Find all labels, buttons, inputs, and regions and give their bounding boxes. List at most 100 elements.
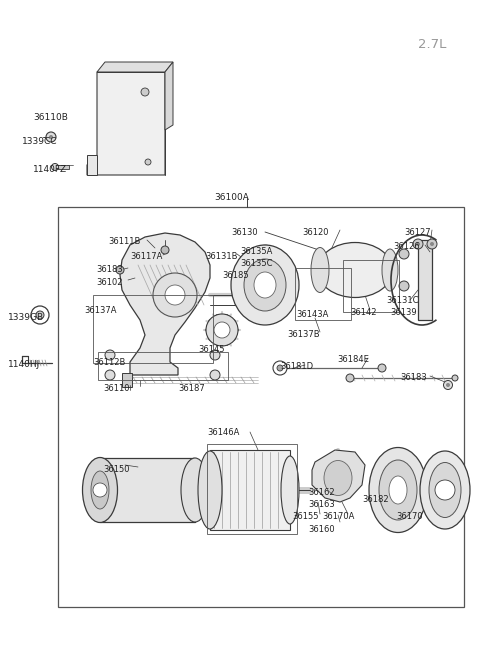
Circle shape bbox=[277, 365, 283, 371]
Bar bbox=[295, 268, 351, 320]
Bar bbox=[93, 295, 213, 363]
Bar bbox=[207, 444, 297, 534]
Ellipse shape bbox=[420, 451, 470, 529]
Circle shape bbox=[141, 88, 149, 96]
Ellipse shape bbox=[231, 245, 299, 325]
Text: 36137A: 36137A bbox=[84, 306, 117, 315]
Ellipse shape bbox=[311, 248, 329, 293]
Circle shape bbox=[208, 320, 211, 323]
Text: 36127: 36127 bbox=[404, 228, 431, 237]
Text: 1339GB: 1339GB bbox=[8, 313, 44, 322]
Circle shape bbox=[446, 383, 450, 387]
Bar bbox=[122, 373, 132, 387]
Polygon shape bbox=[97, 62, 173, 72]
Text: 36187: 36187 bbox=[178, 384, 205, 393]
Circle shape bbox=[153, 273, 197, 317]
Text: 36130: 36130 bbox=[231, 228, 258, 237]
Ellipse shape bbox=[91, 471, 109, 509]
Text: 36184E: 36184E bbox=[337, 355, 369, 364]
Circle shape bbox=[452, 375, 458, 381]
Text: 36170A: 36170A bbox=[322, 512, 354, 521]
Circle shape bbox=[430, 242, 434, 246]
Text: 36139: 36139 bbox=[390, 308, 417, 317]
Text: 36142: 36142 bbox=[350, 308, 376, 317]
Text: 36181D: 36181D bbox=[280, 362, 313, 371]
Circle shape bbox=[236, 329, 239, 331]
Circle shape bbox=[225, 314, 228, 317]
Circle shape bbox=[165, 285, 185, 305]
Ellipse shape bbox=[389, 476, 407, 504]
Text: 36143A: 36143A bbox=[296, 310, 328, 319]
Polygon shape bbox=[100, 458, 195, 522]
Text: 36183: 36183 bbox=[400, 373, 427, 382]
Text: 36112B: 36112B bbox=[93, 358, 125, 367]
Text: 1140FZ: 1140FZ bbox=[33, 165, 67, 174]
Text: 36162: 36162 bbox=[308, 488, 335, 497]
Circle shape bbox=[216, 314, 219, 317]
Text: 36170: 36170 bbox=[396, 512, 422, 521]
Circle shape bbox=[214, 322, 230, 338]
Text: 1140HJ: 1140HJ bbox=[8, 360, 40, 369]
Bar bbox=[418, 240, 432, 320]
Polygon shape bbox=[165, 62, 173, 130]
Circle shape bbox=[346, 374, 354, 382]
Bar bbox=[98, 352, 228, 380]
Circle shape bbox=[413, 239, 423, 249]
Bar bbox=[57, 165, 69, 169]
Polygon shape bbox=[120, 233, 210, 375]
Text: 36110: 36110 bbox=[103, 384, 130, 393]
Circle shape bbox=[31, 306, 49, 324]
Ellipse shape bbox=[198, 451, 222, 529]
Text: 36137B: 36137B bbox=[287, 330, 320, 339]
Circle shape bbox=[378, 364, 386, 372]
Text: 36155: 36155 bbox=[292, 512, 319, 521]
Ellipse shape bbox=[254, 272, 276, 298]
Ellipse shape bbox=[369, 447, 427, 533]
Text: 36146A: 36146A bbox=[207, 428, 240, 437]
Circle shape bbox=[416, 242, 420, 246]
Text: 36145: 36145 bbox=[198, 345, 225, 354]
Polygon shape bbox=[210, 450, 290, 530]
Text: 36135C: 36135C bbox=[240, 259, 273, 268]
Text: 36183: 36183 bbox=[96, 265, 123, 274]
Circle shape bbox=[46, 132, 56, 142]
Ellipse shape bbox=[324, 460, 352, 495]
Circle shape bbox=[105, 350, 115, 360]
Text: 36110B: 36110B bbox=[33, 113, 68, 122]
Circle shape bbox=[161, 246, 169, 254]
Circle shape bbox=[206, 314, 238, 346]
Ellipse shape bbox=[244, 259, 286, 311]
Text: 36102: 36102 bbox=[96, 278, 122, 287]
Circle shape bbox=[36, 311, 44, 319]
Circle shape bbox=[205, 329, 208, 331]
Text: 36160: 36160 bbox=[308, 525, 335, 534]
Circle shape bbox=[233, 320, 236, 323]
Circle shape bbox=[216, 343, 219, 346]
Circle shape bbox=[399, 281, 409, 291]
Text: 36150: 36150 bbox=[103, 465, 130, 474]
Text: 36120: 36120 bbox=[302, 228, 328, 237]
Circle shape bbox=[145, 159, 151, 165]
Ellipse shape bbox=[281, 456, 299, 524]
Circle shape bbox=[210, 350, 220, 360]
Circle shape bbox=[399, 249, 409, 259]
Text: 36100A: 36100A bbox=[214, 193, 249, 202]
Polygon shape bbox=[87, 155, 97, 175]
Circle shape bbox=[208, 337, 211, 341]
Text: 36135A: 36135A bbox=[240, 247, 272, 256]
Text: 36117A: 36117A bbox=[130, 252, 162, 261]
Circle shape bbox=[225, 343, 228, 346]
Ellipse shape bbox=[83, 457, 118, 523]
Polygon shape bbox=[312, 450, 365, 502]
Text: 36111B: 36111B bbox=[108, 237, 140, 246]
Text: 36185: 36185 bbox=[222, 271, 249, 280]
Circle shape bbox=[49, 135, 53, 139]
Circle shape bbox=[435, 480, 455, 500]
Text: 36131B: 36131B bbox=[205, 252, 238, 261]
Text: 36131C: 36131C bbox=[386, 296, 419, 305]
Ellipse shape bbox=[379, 460, 417, 520]
Ellipse shape bbox=[382, 249, 398, 291]
Text: 1339CC: 1339CC bbox=[22, 137, 58, 146]
Circle shape bbox=[427, 239, 437, 249]
Text: 36163: 36163 bbox=[308, 500, 335, 509]
